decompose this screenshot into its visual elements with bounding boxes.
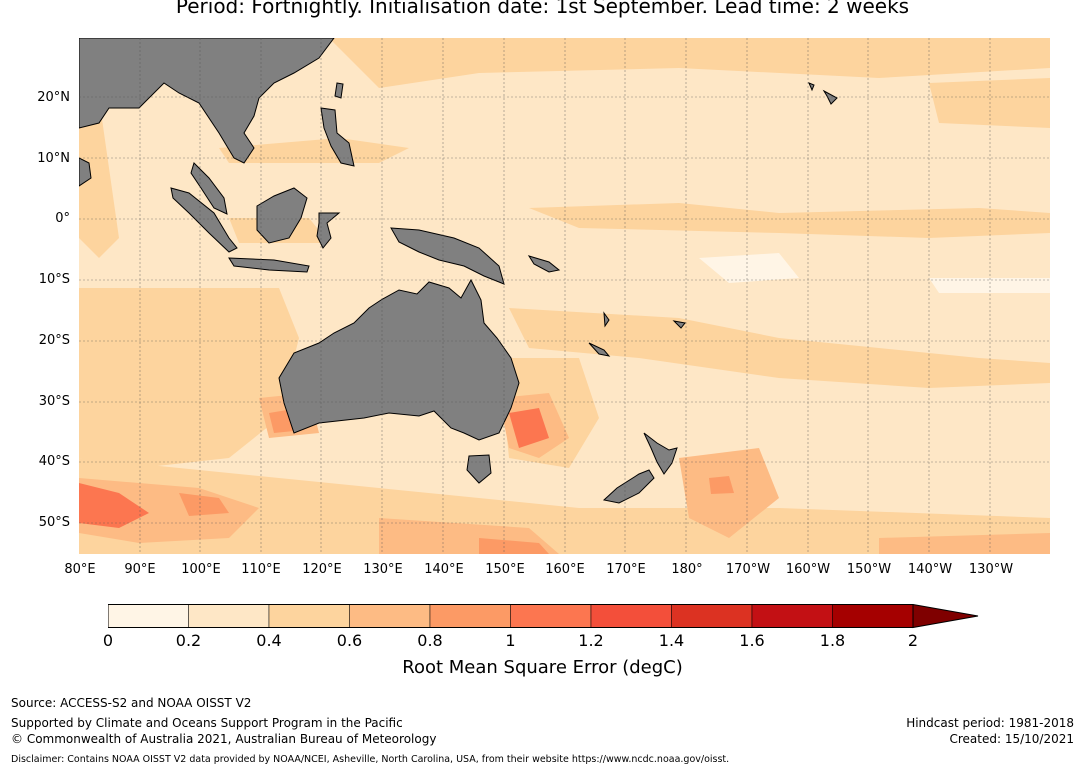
source-text: Source: ACCESS-S2 and NOAA OISST V2 [11, 696, 252, 710]
lat-label: 20°S [38, 333, 70, 348]
lon-label: 120°E [302, 562, 342, 577]
lat-label: 10°S [38, 272, 70, 287]
hawaii [808, 82, 838, 105]
sulawesi [316, 212, 341, 249]
colorbar-tick-label: 1.8 [819, 631, 846, 650]
lon-label: 160°E [545, 562, 585, 577]
colorbar-title: Root Mean Square Error (degC) [402, 657, 683, 678]
colorbar-tick-label: 0 [102, 631, 114, 650]
colorbar-tick-label: 1 [505, 631, 516, 650]
lon-label: 180° [671, 562, 703, 577]
hindcast-period: Hindcast period: 1981-2018 [906, 716, 1074, 730]
asia-mainland [79, 38, 335, 164]
lat-label: 20°N [37, 90, 70, 105]
colorbar-cell [832, 604, 914, 628]
new-caledonia [588, 342, 611, 357]
colorbar-cell [349, 604, 431, 628]
lon-label: 170°W [725, 562, 771, 577]
colorbar-tick-label: 1.4 [658, 631, 685, 650]
colorbar-tick-label: 0.8 [417, 631, 443, 650]
colorbar-cell [510, 604, 592, 628]
colorbar-cell [751, 604, 833, 628]
colorbar-tick-label: 1.2 [578, 631, 604, 650]
lon-label: 150°E [485, 562, 525, 577]
lon-label: 150°W [846, 562, 892, 577]
java [228, 257, 310, 273]
colorbar-extend-arrow [912, 604, 979, 629]
lon-label: 90°E [124, 562, 156, 577]
colorbar-tick-label: 0.2 [175, 631, 202, 650]
rmse-map [79, 38, 1050, 554]
india-tip [79, 157, 92, 187]
colorbar-cells [108, 604, 979, 629]
lon-label: 140°E [424, 562, 464, 577]
solomons [527, 255, 561, 273]
colorbar-tick-label: 2 [907, 631, 919, 650]
lon-label: 110°E [241, 562, 281, 577]
map-canvas [79, 38, 1050, 554]
map-title: Period: Fortnightly. Initialisation date… [175, 0, 910, 18]
support-text: Supported by Climate and Oceans Support … [11, 716, 403, 730]
lat-label: 40°S [38, 454, 70, 469]
new-zealand-south [602, 469, 655, 504]
colorbar [108, 604, 979, 629]
taiwan [334, 82, 344, 99]
lon-label: 130°W [968, 562, 1014, 577]
colorbar-tick-label: 1.6 [739, 631, 765, 650]
australia [278, 278, 520, 441]
lat-label: 0° [55, 211, 70, 226]
disclaimer-text: Disclaimer: Contains NOAA OISST V2 data … [11, 754, 730, 765]
lat-label: 50°S [38, 515, 70, 530]
colorbar-cell [429, 604, 511, 628]
lon-label: 170°E [606, 562, 646, 577]
colorbar-cell [108, 604, 189, 628]
sumatra [170, 187, 238, 253]
colorbar-cell [268, 604, 350, 628]
new-zealand-north [643, 432, 678, 475]
copyright-text: © Commonwealth of Australia 2021, Austra… [11, 732, 437, 746]
lon-label: 100°E [181, 562, 221, 577]
colorbar-cell [590, 604, 672, 628]
colorbar-tick-label: 0.4 [256, 631, 282, 650]
lon-label: 140°W [907, 562, 953, 577]
fiji [672, 320, 686, 329]
colorbar-cell [671, 604, 753, 628]
colorbar-frame [108, 604, 914, 628]
lon-label: 80°E [64, 562, 96, 577]
vanuatu [603, 311, 610, 328]
created-date: Created: 15/10/2021 [949, 732, 1074, 746]
lon-label: 130°E [363, 562, 403, 577]
rmse-shading [79, 38, 1050, 554]
lon-label: 160°W [785, 562, 831, 577]
new-guinea [390, 227, 505, 285]
lat-label: 30°S [38, 394, 70, 409]
philippines [320, 107, 355, 167]
colorbar-cell [188, 604, 270, 628]
lat-label: 10°N [37, 151, 70, 166]
colorbar-tick-label: 0.6 [336, 631, 363, 650]
graticule [79, 38, 1050, 554]
